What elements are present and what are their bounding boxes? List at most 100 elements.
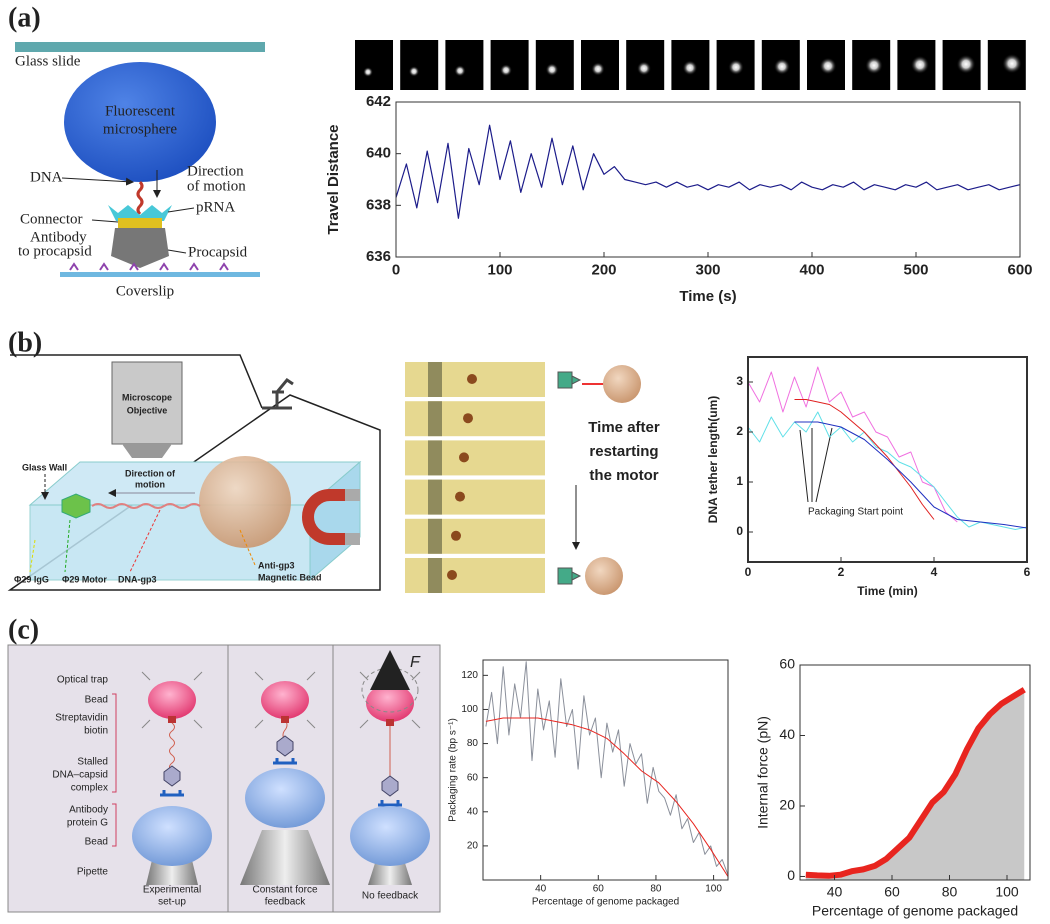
x-tick-label: 600 (1007, 261, 1032, 278)
panel-label: (c) (8, 614, 39, 645)
wall (428, 362, 442, 397)
line (794, 421, 1028, 529)
magnetic-bead (199, 456, 291, 548)
wall (428, 518, 442, 554)
x-tick-label: 80 (650, 884, 662, 895)
thumbnail (400, 40, 439, 90)
diagram-label: of motion (187, 178, 246, 194)
diagram-label: protein G (67, 818, 108, 829)
bead (467, 374, 477, 384)
bead (455, 491, 465, 502)
y-tick-label: 0 (736, 524, 743, 538)
line (794, 399, 935, 520)
objective-tip (122, 444, 172, 458)
fluorescent-spot (682, 60, 698, 76)
plot-frame (747, 356, 1028, 563)
x-tick-label: 40 (827, 883, 843, 899)
bead (463, 413, 473, 424)
fluorescent-spot (1002, 53, 1022, 74)
y-axis-label: DNA tether length(um) (706, 396, 720, 524)
pointer (64, 519, 71, 573)
pointer (239, 529, 256, 566)
diagram-label: Procapsid (188, 244, 248, 260)
fluorescent-spot (910, 55, 930, 74)
tile (405, 401, 545, 437)
diagram-label: DNA-gp3 (118, 574, 157, 584)
x-axis-label: Time (min) (857, 584, 917, 598)
x-tick-label: 300 (695, 261, 720, 278)
fluorescent-spot (408, 66, 420, 77)
diagram-label: feedback (265, 897, 307, 908)
line (747, 366, 958, 523)
diagram-label: Pipette (77, 867, 109, 878)
diagram-label: Direction of (125, 468, 176, 478)
pointer (29, 539, 36, 573)
diagram-label: Objective (127, 405, 168, 415)
bead (451, 530, 461, 541)
diagram-label: Glass Wall (22, 462, 67, 472)
diagram-label: No feedback (362, 891, 419, 902)
diagram-label: F (410, 654, 421, 671)
y-tick-label: 120 (461, 670, 478, 681)
wall (428, 440, 442, 476)
diagram-label: biotin (84, 726, 108, 737)
dna (136, 180, 144, 216)
wall (428, 558, 442, 593)
x-axis-label: Percentage of genome packaged (812, 903, 1018, 919)
thumbnail (445, 40, 484, 90)
diagram-label: microsphere (103, 121, 177, 137)
diagram-label: Experimental (143, 885, 201, 896)
y-axis-label: Internal force (pN) (755, 716, 771, 829)
y-tick-label: 100 (461, 704, 478, 715)
area (805, 689, 1025, 880)
diagram-label: to procapsid (18, 243, 92, 259)
y-tick-label: 40 (779, 726, 795, 742)
microsphere (64, 62, 216, 182)
diagram-label: Glass slide (15, 53, 81, 69)
x-tick-label: 40 (535, 884, 547, 895)
x-tick-label: 100 (705, 884, 722, 895)
pointer (167, 249, 187, 254)
diagram-label: Microscope (122, 392, 172, 402)
y-tick-label: 638 (366, 196, 391, 213)
x-tick-label: 60 (884, 883, 900, 899)
thumbnail (355, 40, 393, 90)
y-tick-label: 640 (366, 145, 391, 162)
y-tick-label: 642 (366, 93, 391, 110)
y-tick-label: 40 (467, 806, 479, 817)
coverslip (60, 272, 260, 277)
diagram-label: restarting (589, 443, 658, 460)
diagram-label: Bead (85, 837, 108, 848)
diagram-label: Coverslip (116, 283, 174, 299)
x-tick-label: 100 (995, 883, 1019, 899)
diagram-label: Direction (187, 163, 244, 179)
x-tick-label: 400 (799, 261, 824, 278)
x-tick-label: 0 (392, 261, 400, 278)
fluorescent-spot (545, 63, 559, 76)
tile (405, 558, 545, 593)
wall (428, 479, 442, 515)
diagram-label: Anti-gp3 (258, 560, 295, 570)
diagram-label: Bead (85, 695, 108, 706)
fluorescent-spot (773, 58, 791, 75)
y-tick-label: 3 (736, 374, 743, 388)
line (485, 717, 729, 877)
fluorescent-spot (591, 62, 605, 76)
y-tick-label: 20 (779, 797, 795, 813)
x-tick-label: 80 (942, 883, 958, 899)
annotation-arrows (799, 427, 833, 503)
y-tick-label: 0 (787, 867, 795, 883)
pointer (129, 509, 161, 573)
diagram-label: Φ29 Motor (62, 574, 107, 584)
diagram-label: motion (135, 479, 165, 489)
pointer (167, 207, 195, 213)
fluorescent-spot (636, 61, 652, 76)
diagram-label: Antibody (30, 229, 87, 245)
diagram-label: Fluorescent (105, 103, 176, 119)
bead (603, 365, 641, 403)
diagram-label: Stalled (77, 757, 108, 768)
y-tick-label: 60 (467, 772, 479, 783)
diagram-label: Magnetic Bead (258, 572, 322, 582)
